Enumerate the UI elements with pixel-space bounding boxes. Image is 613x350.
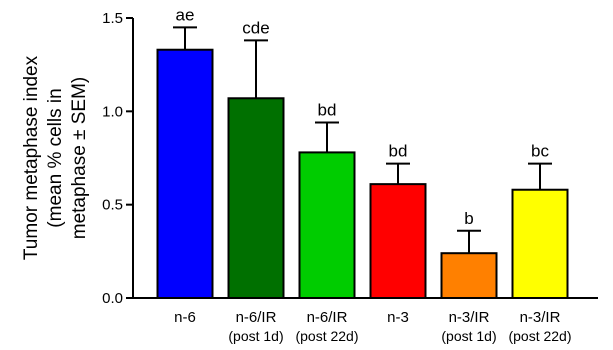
category-sublabel-5: (post 22d): [508, 328, 571, 344]
bar-5: [511, 188, 569, 300]
bar-4: [440, 252, 498, 299]
y-axis-title-line-2: (mean % cells in: [45, 88, 66, 227]
y-tick-label-3: 1.5: [102, 10, 123, 27]
y-axis-title: Tumor metaphase index (mean % cells in m…: [21, 55, 90, 260]
y-tick-label-2: 1.0: [102, 103, 123, 120]
category-sublabel-2: (post 22d): [295, 328, 358, 344]
category-label-1: n-6/IR: [236, 309, 277, 326]
significance-label-5: bc: [531, 142, 549, 161]
significance-label-1: cde: [242, 18, 269, 37]
category-label-2: n-6/IR: [307, 309, 348, 326]
category-sublabel-4: (post 1d): [441, 328, 496, 344]
category-label-0: n-6: [174, 309, 196, 326]
significance-label-4: b: [464, 209, 473, 228]
significance-labels: ae cde bd bd b bc: [176, 5, 550, 227]
category-labels: n-6 n-6/IR (post 1d) n-6/IR (post 22d) n-3 n-3…: [174, 309, 571, 344]
y-axis-title-line-3: metaphase ± SEM): [69, 77, 90, 240]
y-tick-label-1: 0.5: [102, 197, 123, 214]
category-label-3: n-3: [387, 309, 409, 326]
bar-1: [227, 97, 285, 300]
significance-label-0: ae: [176, 5, 195, 24]
y-axis: 0.0 0.5 1.0 1.5: [102, 10, 134, 307]
significance-label-2: bd: [318, 101, 337, 120]
bar-0: [156, 48, 214, 299]
bars: [156, 48, 569, 300]
significance-label-3: bd: [389, 142, 408, 161]
bar-2: [298, 151, 356, 299]
error-bars: [173, 26, 552, 254]
bar-3: [369, 183, 427, 299]
category-label-4: n-3/IR: [449, 309, 490, 326]
category-label-5: n-3/IR: [520, 309, 561, 326]
y-tick-label-0: 0.0: [102, 290, 123, 307]
y-axis-title-line-1: Tumor metaphase index: [21, 55, 42, 260]
category-sublabel-1: (post 1d): [228, 328, 283, 344]
